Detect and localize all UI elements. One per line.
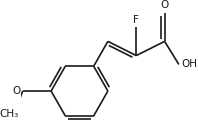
Text: CH₃: CH₃ <box>0 109 18 119</box>
Text: O: O <box>13 86 21 96</box>
Text: F: F <box>133 15 139 25</box>
Text: OH: OH <box>182 59 197 69</box>
Text: O: O <box>161 0 169 10</box>
